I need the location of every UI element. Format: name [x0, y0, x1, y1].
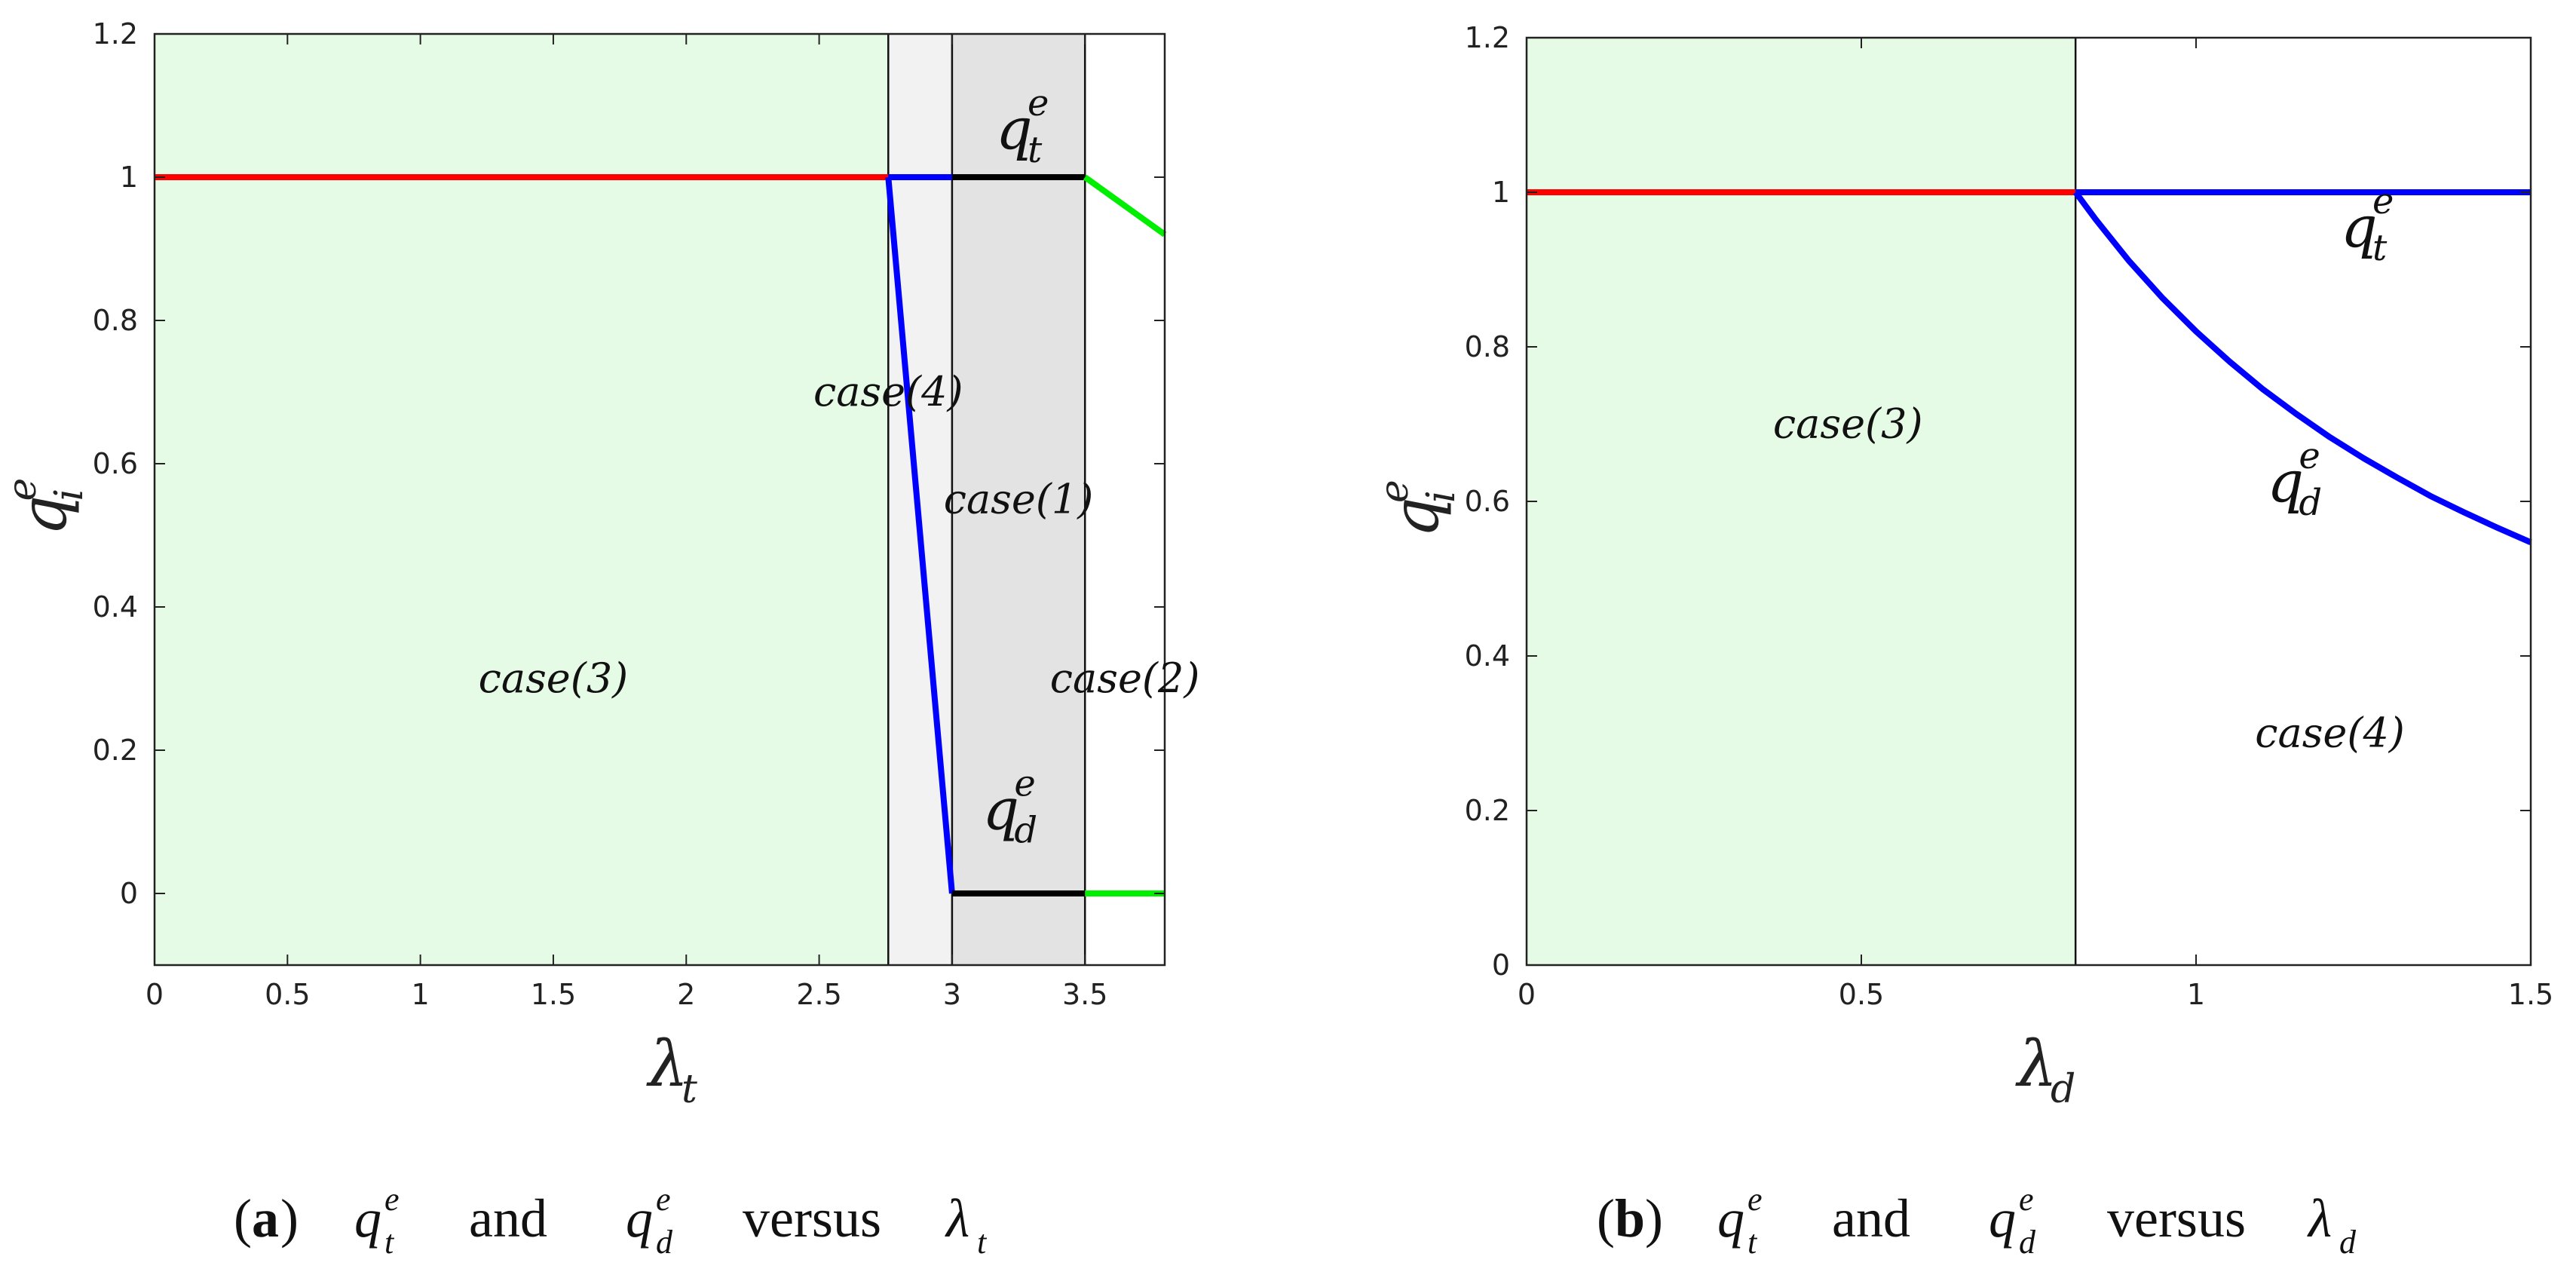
chart-b-y-tick-label: 1.2 — [1465, 21, 1510, 54]
chart-b-x-tick-label: 0.5 — [1839, 978, 1884, 1011]
chart-b-y-tick-label: 1 — [1492, 176, 1510, 209]
caption-a-label: a — [252, 1188, 279, 1249]
caption-a-close: ) — [280, 1188, 299, 1249]
caption-a-q2: q — [626, 1188, 653, 1249]
chart-a-curve-label: q — [982, 776, 1019, 843]
chart-a-x-tick-label: 0 — [145, 978, 164, 1011]
chart-a-curve-label: q — [996, 95, 1033, 162]
chart-a-curve-label-sup: e — [1014, 763, 1035, 805]
chart-b-y-tick-label: 0.4 — [1465, 639, 1510, 673]
chart-a-x-tick-label: 1 — [412, 978, 430, 1011]
chart-b-y-axis-label-group: qe i — [1372, 480, 1464, 538]
chart-a-y-tick-label: 0.4 — [93, 590, 138, 624]
chart-a-y-axis-label-group: qe i — [0, 478, 92, 536]
chart-b-y-tick-label: 0.2 — [1465, 794, 1510, 827]
caption-b-lambda-sub: d — [2339, 1224, 2357, 1261]
chart-b-y-tick-label: 0 — [1492, 948, 1510, 982]
chart-b-y-tick-label: 0.6 — [1465, 485, 1510, 518]
chart-a-y-tick-label: 0.6 — [93, 447, 138, 480]
chart-b-x-tick-label: 0 — [1518, 978, 1536, 1011]
caption-b-q2-sup: e — [2019, 1181, 2034, 1218]
chart-a-region-label: case(3) — [479, 654, 629, 702]
chart-a-x-tick-label: 1.5 — [531, 978, 576, 1011]
chart-b-curve-label: q — [2341, 193, 2378, 260]
chart-b-x-tick-label: 1 — [2187, 978, 2205, 1011]
chart-a-curve-label-sub: t — [1028, 129, 1043, 171]
caption-b-q1: q — [1717, 1188, 1744, 1249]
caption-b-lambda: λ — [2307, 1188, 2332, 1249]
chart-a-curve-label-sub: d — [1014, 810, 1037, 852]
caption-b-q2-sub: d — [2019, 1224, 2036, 1261]
chart-a-y-tick-label: 0 — [120, 877, 138, 910]
chart-a-y-axis-label-sup: e — [0, 478, 45, 501]
chart-b-x-axis-label-sub: d — [2051, 1067, 2075, 1112]
caption-b-open: ( — [1597, 1188, 1615, 1249]
chart-a-y-tick-label: 0.8 — [93, 304, 138, 337]
caption-b-q1-sub: t — [1747, 1224, 1758, 1261]
chart-a-y-tick-label: 1 — [120, 161, 138, 194]
chart-a-y-tick-label: 1.2 — [93, 17, 138, 51]
caption-a-q1-sub: t — [384, 1224, 395, 1261]
chart-b-region-label: case(3) — [1773, 400, 1923, 448]
caption-a-q2-sup: e — [656, 1181, 671, 1218]
chart-a-y-tick-label: 0.2 — [93, 734, 138, 767]
chart-a-region-1 — [155, 34, 889, 965]
chart-a-x-tick-label: 0.5 — [265, 978, 310, 1011]
chart-b-curve-label-sub: d — [2299, 482, 2322, 524]
caption-a-q1: q — [354, 1188, 381, 1249]
caption-a-open: ( — [234, 1188, 252, 1249]
chart-b-region-label: case(4) — [2255, 709, 2405, 757]
caption-b-versus: versus — [2107, 1188, 2246, 1249]
chart-b-curve-label-sup: e — [2372, 180, 2394, 222]
chart-b-y-axis-label-sub: i — [1419, 490, 1464, 503]
caption-a-lambda: λ — [945, 1188, 969, 1249]
chart-a-region-4 — [1085, 34, 1165, 965]
chart-a-axes-frame — [153, 32, 1166, 967]
chart-a-y-axis-label-sub: i — [47, 489, 92, 501]
chart-a-x-axis-label: λ — [646, 1027, 688, 1101]
chart-a-region-label: case(4) — [813, 368, 963, 415]
chart-a-series-line-6 — [1083, 174, 1167, 238]
caption-b-q2: q — [1989, 1188, 2016, 1249]
caption-b-close: ) — [1645, 1188, 1663, 1249]
chart-b-y-tick-label: 0.8 — [1465, 330, 1510, 363]
caption-a-q2-sub: d — [656, 1224, 673, 1261]
chart-b-y-axis-label-sup: e — [1372, 480, 1417, 503]
caption-a-and: and — [469, 1188, 547, 1249]
chart-b-curve-label-sub: t — [2372, 227, 2388, 269]
chart-b-curve-label-sup: e — [2299, 435, 2320, 477]
chart-b-x-axis-label: λ — [2015, 1027, 2057, 1101]
caption-a-q1-sup: e — [384, 1181, 400, 1218]
chart-b-curve-label: q — [2267, 448, 2304, 515]
chart-a-x-tick-label: 2 — [677, 978, 695, 1011]
chart-a-curve-label-sup: e — [1028, 82, 1049, 124]
chart-a-y-axis-label: q — [7, 495, 81, 536]
chart-b-series-line-3 — [2072, 190, 2532, 545]
caption-b-q1-sup: e — [1747, 1181, 1763, 1218]
chart-a-region-label: case(2) — [1050, 654, 1200, 702]
chart-a-x-tick-label: 2.5 — [796, 978, 841, 1011]
chart-b-y-axis-label: q — [1379, 497, 1453, 538]
caption-b: ( b ) q e t and q e d versus λ d — [1597, 1181, 2357, 1261]
caption-b-label: b — [1615, 1188, 1645, 1249]
chart-a-x-tick-label: 3.5 — [1062, 978, 1107, 1011]
caption-b-and: and — [1832, 1188, 1910, 1249]
chart-a-x-tick-label: 3 — [943, 978, 961, 1011]
caption-a-lambda-sub: t — [977, 1224, 988, 1261]
chart-a-region-label: case(1) — [944, 476, 1094, 523]
chart-b-region-1 — [1527, 38, 2076, 965]
chart-a-region-2 — [888, 34, 952, 965]
chart-b-x-tick-label: 1.5 — [2508, 978, 2553, 1011]
chart-a-series-line-3 — [885, 176, 955, 894]
caption-a-versus: versus — [743, 1188, 881, 1249]
caption-a: ( a ) q e t and q e d versus λ t — [234, 1181, 988, 1261]
chart-a-x-axis-label-sub: t — [682, 1067, 697, 1112]
chart-a-region-3 — [951, 34, 1086, 965]
